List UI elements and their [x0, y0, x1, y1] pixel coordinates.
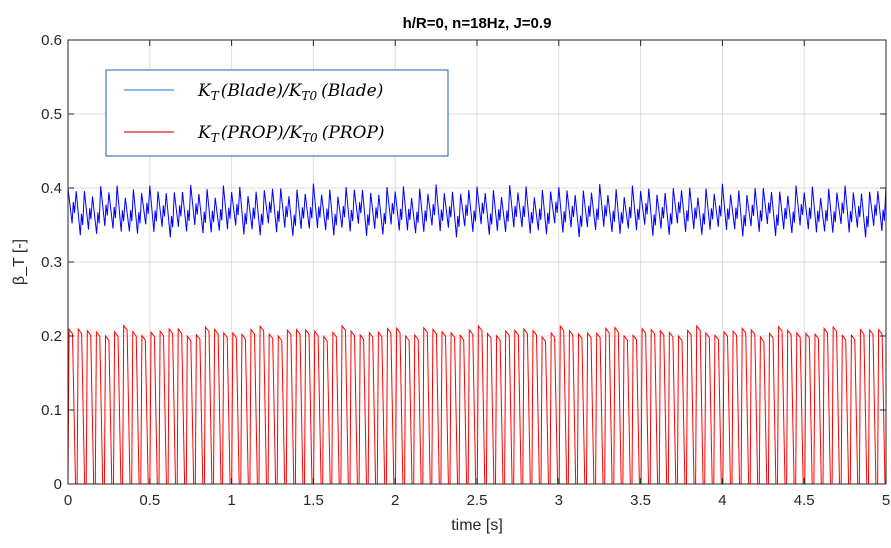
legend-slash: / — [281, 81, 291, 101]
legend-k0: K — [288, 123, 303, 143]
series-line-blade — [67, 183, 887, 238]
y-tick-label: 0.4 — [41, 180, 62, 197]
x-tick-label: 3.5 — [630, 492, 651, 509]
legend-label-blade: KT (Blade)/KT0 (Blade) — [197, 81, 383, 103]
legend-arg0: (PROP) — [322, 123, 385, 143]
legend-slash: / — [282, 123, 292, 143]
x-tick-label: 3 — [555, 492, 563, 509]
x-tick-label: 0.5 — [139, 492, 160, 509]
legend-box — [105, 69, 449, 157]
legend-label-prop: KT (PROP)/KT0 (PROP) — [197, 123, 385, 145]
y-tick-label: 0.1 — [41, 402, 62, 419]
y-tick-label: 0.3 — [41, 254, 62, 271]
x-tick-label: 1 — [227, 492, 235, 509]
legend-sub0: T0 — [301, 89, 317, 103]
x-tick-label: 1.5 — [303, 492, 324, 509]
x-tick-label: 4 — [718, 492, 726, 509]
legend-k: K — [197, 123, 212, 143]
legend-arg: (PROP) — [221, 123, 284, 143]
y-tick-label: 0.6 — [41, 32, 62, 49]
chart-title: h/R=0, n=18Hz, J=0.9 — [403, 15, 552, 32]
legend-arg: (Blade) — [221, 81, 283, 101]
legend-sub0: T0 — [302, 131, 318, 145]
legend-sub: T — [211, 89, 220, 103]
y-tick-label: 0.2 — [41, 328, 62, 345]
legend-k: K — [197, 81, 212, 101]
y-tick-label: 0 — [54, 476, 62, 493]
x-tick-label: 5 — [882, 492, 890, 509]
axis-ticks: 0 0.5 1 1.5 2 2.5 3 3.5 4 4.5 5 0 0.1 0.2 0.3 0.4 0.5 0.6 — [41, 32, 890, 509]
legend-arg0: (Blade) — [321, 81, 383, 101]
x-tick-label: 4.5 — [794, 492, 815, 509]
y-tick-label: 0.5 — [41, 106, 62, 123]
x-tick-label: 2.5 — [467, 492, 488, 509]
x-tick-label: 0 — [64, 492, 72, 509]
legend-k0: K — [288, 81, 303, 101]
legend-sub: T — [211, 131, 220, 145]
x-tick-label: 2 — [391, 492, 399, 509]
x-axis-title: time [s] — [451, 517, 503, 534]
y-axis-title: β_T [-] — [11, 239, 28, 285]
legend: KT (Blade)/KT0 (Blade) KT (PROP)/KT0 (PROP) — [105, 69, 449, 157]
